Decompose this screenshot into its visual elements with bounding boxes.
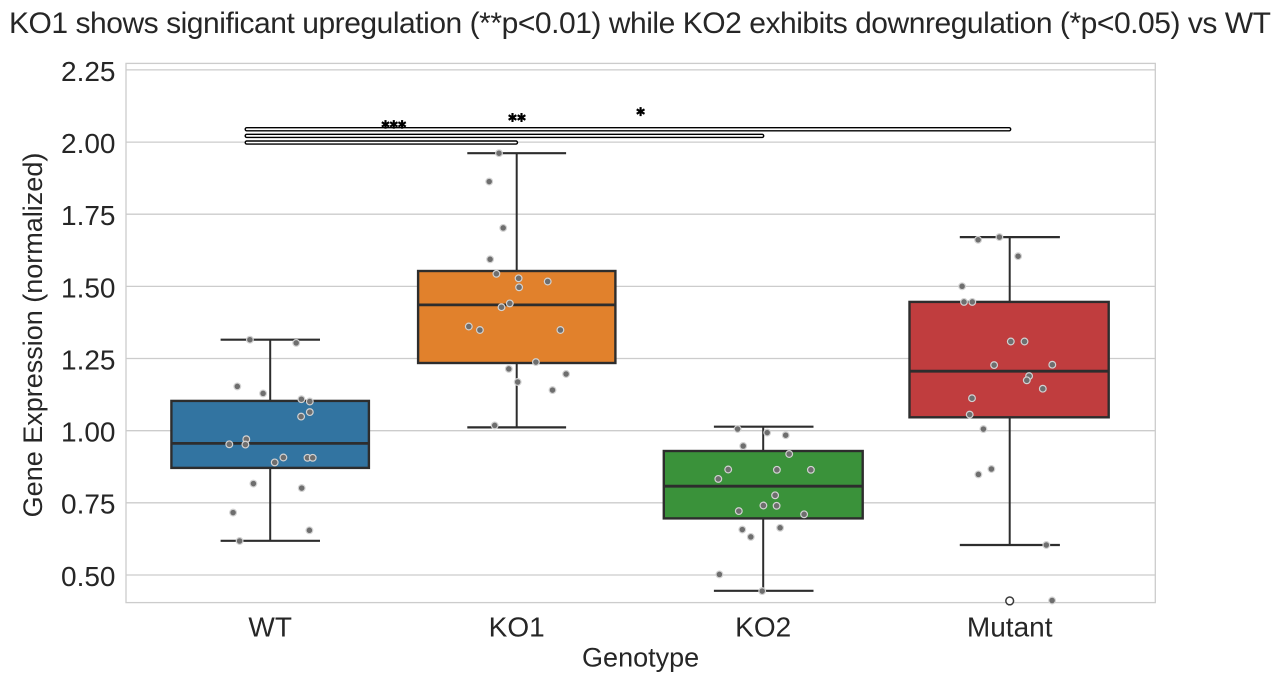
svg-text:1.25: 1.25 — [61, 344, 116, 375]
svg-text:WT: WT — [248, 612, 292, 643]
svg-text:Genotype: Genotype — [582, 643, 699, 673]
svg-text:1.50: 1.50 — [61, 272, 116, 303]
svg-text:1.75: 1.75 — [61, 200, 116, 231]
svg-text:2.25: 2.25 — [61, 56, 116, 87]
svg-text:Gene Expression (normalized): Gene Expression (normalized) — [18, 153, 48, 518]
svg-text:KO1 shows significant upregula: KO1 shows significant upregulation (**p<… — [9, 7, 1271, 40]
svg-text:KO2: KO2 — [735, 612, 791, 643]
svg-text:0.75: 0.75 — [61, 489, 116, 520]
svg-text:KO1: KO1 — [489, 612, 545, 643]
svg-text:Mutant: Mutant — [967, 612, 1053, 643]
svg-text:1.00: 1.00 — [61, 417, 116, 448]
svg-text:2.00: 2.00 — [61, 128, 116, 159]
svg-text:0.50: 0.50 — [61, 561, 116, 592]
